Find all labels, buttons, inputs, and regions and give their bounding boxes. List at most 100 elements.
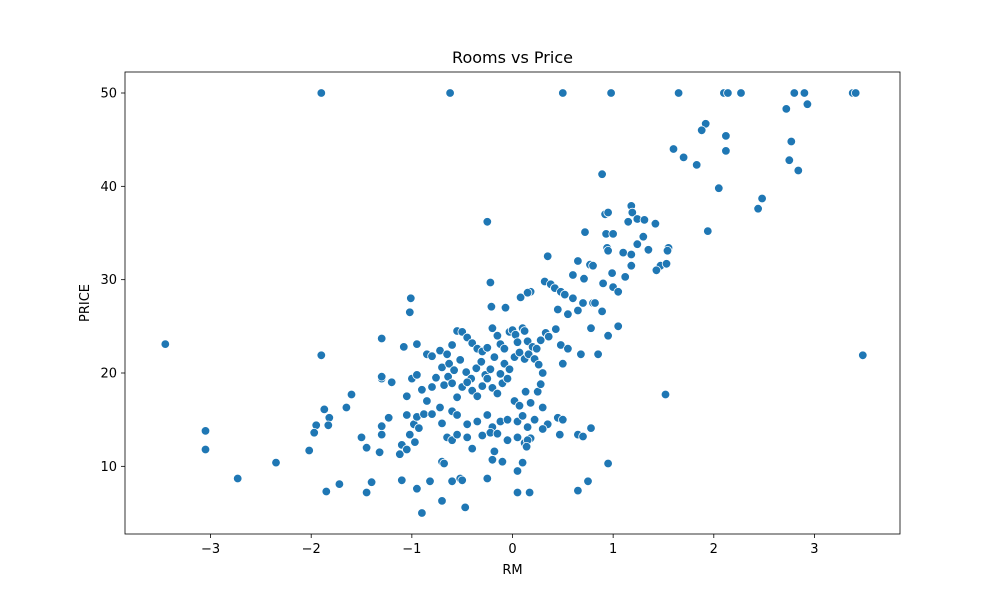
data-point: [412, 484, 422, 494]
data-point: [485, 364, 496, 375]
data-point: [583, 476, 593, 487]
y-tick-label: 50: [100, 87, 117, 102]
data-point: [412, 370, 422, 380]
data-point: [757, 193, 767, 204]
data-point: [643, 245, 654, 255]
data-point: [482, 410, 493, 420]
data-point: [651, 265, 662, 276]
data-point: [471, 363, 482, 374]
data-point: [366, 477, 377, 487]
data-point: [462, 419, 472, 430]
data-point: [200, 426, 211, 436]
data-point: [573, 256, 583, 266]
data-point: [437, 496, 447, 506]
data-point: [323, 420, 334, 431]
data-point: [620, 272, 630, 282]
data-point: [402, 410, 412, 420]
data-point: [568, 270, 578, 280]
data-point: [427, 382, 437, 392]
data-point: [560, 289, 570, 300]
data-point: [534, 359, 544, 370]
data-point: [452, 392, 462, 403]
data-point: [697, 125, 707, 136]
data-point: [447, 340, 457, 350]
data-point: [482, 217, 493, 227]
data-point: [543, 251, 553, 261]
data-point: [661, 259, 672, 269]
data-point: [447, 476, 457, 487]
data-point: [613, 287, 623, 297]
data-point: [586, 423, 596, 433]
data-point: [487, 455, 498, 465]
data-point: [590, 298, 600, 308]
data-point: [402, 391, 412, 402]
points-layer: [160, 88, 868, 518]
data-point: [563, 344, 573, 354]
data-point: [414, 423, 424, 433]
data-point: [781, 104, 792, 114]
data-point: [399, 342, 409, 352]
y-tick-label: 20: [100, 367, 117, 382]
data-point: [650, 218, 661, 229]
data-point: [460, 502, 470, 513]
data-point: [472, 416, 483, 427]
data-point: [482, 373, 493, 384]
data-point: [476, 357, 487, 367]
data-point: [639, 215, 650, 225]
data-point: [606, 88, 616, 98]
x-tick-label: −2: [302, 542, 321, 557]
data-point: [449, 365, 459, 375]
data-point: [425, 476, 435, 487]
data-point: [538, 424, 548, 434]
data-point: [558, 359, 568, 369]
data-point: [405, 307, 415, 318]
data-point: [521, 442, 532, 452]
data-point: [668, 144, 679, 154]
data-point: [356, 432, 367, 443]
data-point: [467, 443, 477, 454]
chart-title: Rooms vs Price: [452, 48, 573, 67]
data-point: [309, 428, 319, 438]
data-point: [487, 323, 498, 333]
data-point: [576, 349, 586, 360]
data-point: [410, 437, 420, 447]
data-point: [271, 457, 281, 468]
data-point: [377, 421, 387, 431]
data-point: [522, 422, 533, 432]
data-point: [497, 457, 508, 467]
data-point: [419, 409, 429, 419]
data-point: [485, 277, 496, 288]
data-point: [442, 349, 452, 360]
data-point: [361, 443, 372, 453]
data-point: [662, 245, 673, 256]
data-point: [502, 373, 513, 384]
data-point: [477, 381, 488, 391]
data-point: [580, 227, 590, 237]
x-tick-label: 3: [810, 542, 818, 557]
data-point: [492, 388, 503, 399]
x-ticks: −3 −2 −1 0 1 2 3: [201, 534, 819, 557]
data-point: [502, 415, 513, 425]
x-tick-label: 1: [609, 542, 617, 557]
data-point: [858, 350, 868, 361]
data-point: [586, 323, 596, 333]
data-point: [515, 292, 526, 303]
data-point: [532, 344, 542, 354]
data-point: [316, 350, 327, 361]
data-point: [802, 99, 813, 109]
data-point: [395, 449, 405, 459]
data-point: [678, 152, 689, 163]
data-point: [482, 473, 493, 484]
data-point: [477, 430, 488, 441]
data-point: [452, 429, 462, 440]
data-point: [397, 475, 407, 486]
data-point: [439, 380, 449, 390]
data-point: [558, 88, 568, 98]
data-point: [632, 239, 643, 249]
data-point: [437, 418, 447, 429]
data-point: [721, 146, 731, 156]
data-point: [461, 367, 471, 377]
data-point: [334, 479, 345, 489]
data-point: [536, 379, 546, 389]
